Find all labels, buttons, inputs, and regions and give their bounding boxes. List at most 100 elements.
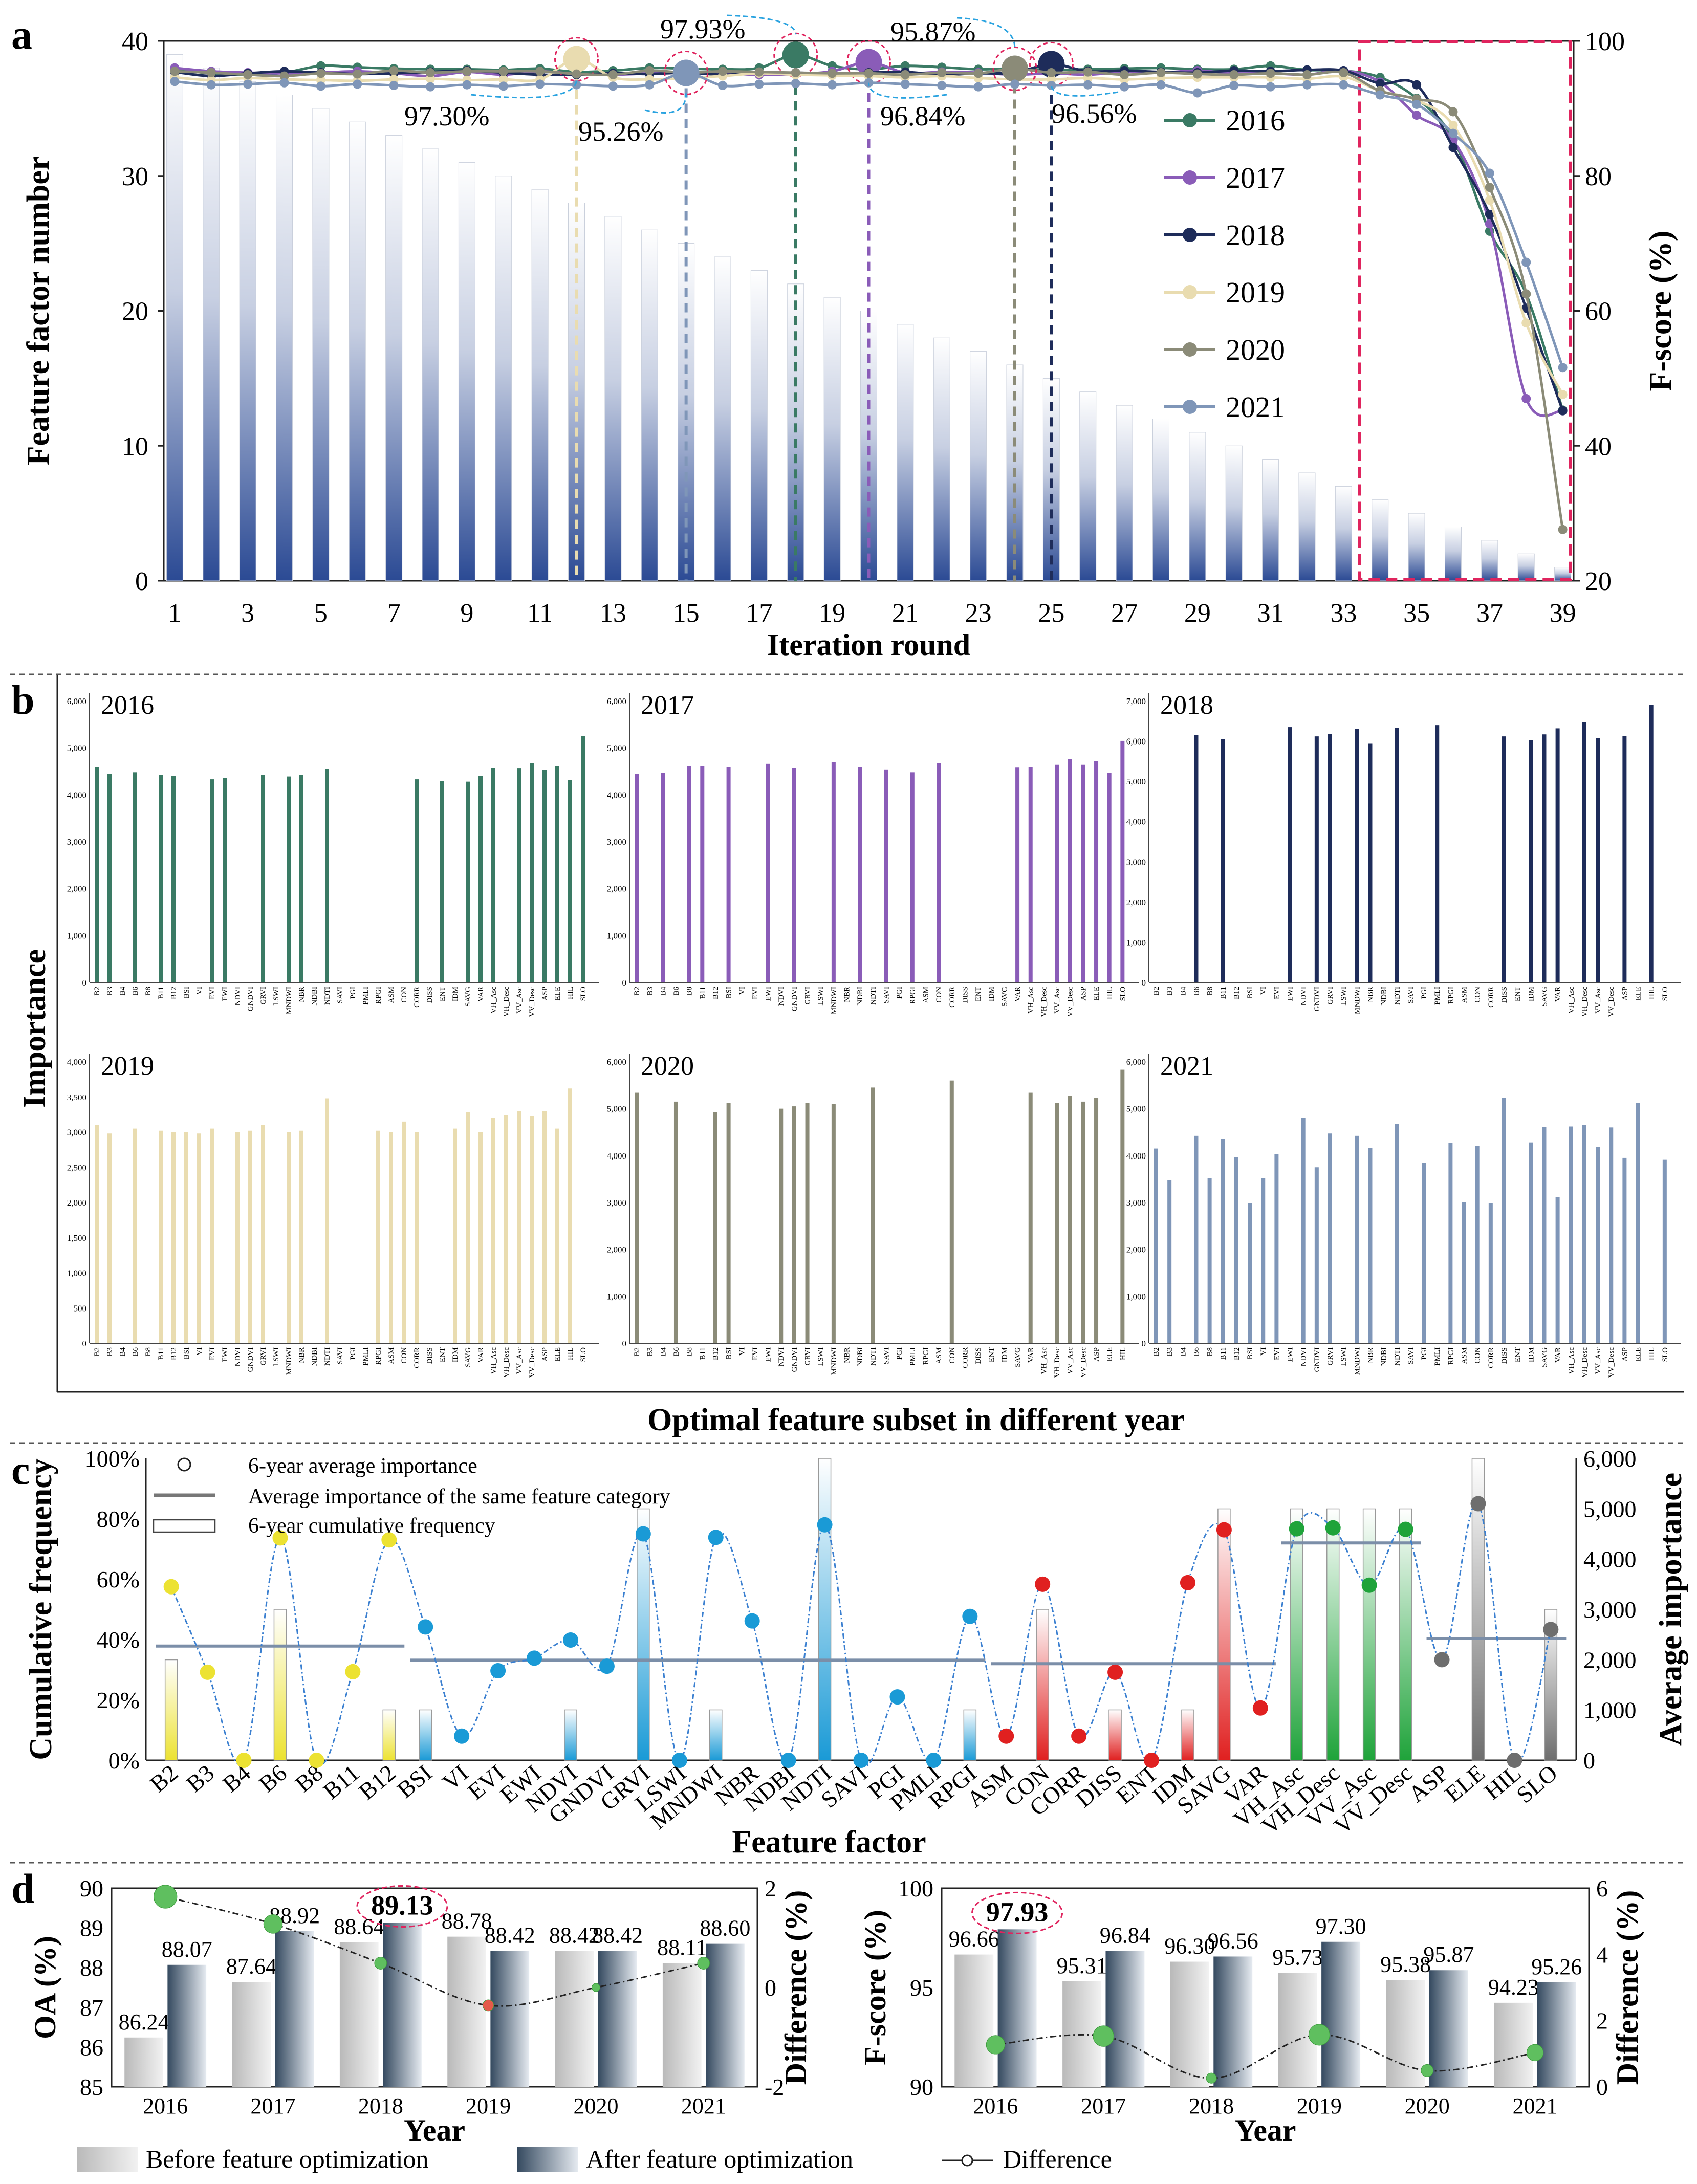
f-score-point bbox=[389, 81, 399, 91]
difference-point bbox=[1093, 2025, 1114, 2047]
average-importance-point bbox=[527, 1650, 542, 1666]
subplot-x-tick-label: PMLI bbox=[1433, 1347, 1442, 1366]
subplot-x-tick-label: B11 bbox=[699, 987, 707, 999]
difference-point bbox=[263, 1914, 283, 1934]
y2-tick-label-c: 3,000 bbox=[1583, 1597, 1637, 1623]
subplot-x-tick-label: VH_Asc bbox=[490, 1347, 498, 1374]
subplot-x-tick-label: B11 bbox=[1220, 1347, 1228, 1360]
y-tick-label-c: 80% bbox=[97, 1506, 140, 1532]
peak-label-arrow bbox=[470, 79, 578, 99]
y-tick-label-a: 0 bbox=[135, 567, 148, 596]
before-optimization-bar bbox=[555, 1951, 594, 2087]
f-score-point bbox=[1229, 70, 1239, 79]
importance-bar bbox=[1355, 729, 1359, 982]
importance-bar bbox=[325, 1098, 329, 1343]
subplot-x-tick-label: ASM bbox=[935, 1347, 943, 1364]
cumulative-frequency-bar bbox=[419, 1709, 432, 1761]
y-tick-label-c: 40% bbox=[97, 1627, 140, 1653]
subplot-x-tick-label: EWI bbox=[1287, 987, 1295, 1001]
importance-bar bbox=[1368, 743, 1373, 982]
importance-bar bbox=[1207, 1178, 1212, 1343]
peak-value-label: 96.84% bbox=[880, 101, 965, 132]
subplot-x-tick-label: SLO bbox=[579, 1347, 588, 1362]
subplot-y-tick-label: 3,000 bbox=[1126, 857, 1146, 867]
x-axis-title-c: Feature factor bbox=[732, 1825, 926, 1860]
subplot-y-tick-label: 4,000 bbox=[607, 1151, 626, 1161]
subplot-x-tick-label: LSWI bbox=[1340, 1347, 1348, 1366]
f-score-point bbox=[1412, 80, 1422, 90]
subplot-x-tick-label: GRVI bbox=[259, 987, 268, 1004]
subplot-x-tick-label: BSI bbox=[1246, 1347, 1254, 1359]
difference-point bbox=[1526, 2044, 1544, 2062]
average-importance-point bbox=[708, 1530, 724, 1545]
average-importance-point bbox=[599, 1658, 615, 1674]
after-optimization-bar bbox=[1213, 1956, 1253, 2087]
cumulative-frequency-bar bbox=[164, 1659, 178, 1761]
importance-bar bbox=[453, 1128, 457, 1343]
legend-marker-a bbox=[1183, 342, 1197, 357]
importance-bar bbox=[466, 1112, 470, 1343]
importance-bar bbox=[1194, 735, 1199, 982]
x-tick-label-a: 1 bbox=[168, 599, 181, 628]
y-axis-title-d-right: F-score (%) bbox=[858, 1910, 892, 2065]
subplot-x-tick-label: PMLI bbox=[1433, 987, 1442, 1005]
subplot-y-tick-label: 0 bbox=[622, 978, 627, 988]
y2-tick-label-a: 60 bbox=[1585, 297, 1612, 326]
legend-label-a: 2018 bbox=[1226, 219, 1285, 252]
x-tick-label-a: 11 bbox=[527, 599, 553, 628]
f-score-point bbox=[1266, 69, 1275, 78]
average-importance-point bbox=[345, 1664, 361, 1679]
bar-value-label: 88.42 bbox=[549, 1923, 600, 1948]
feature-count-bar bbox=[1481, 540, 1498, 581]
subplot-y-tick-label: 4,000 bbox=[67, 790, 86, 800]
average-importance-point bbox=[1252, 1700, 1268, 1716]
average-importance-point bbox=[780, 1753, 796, 1768]
importance-bar bbox=[635, 1092, 639, 1343]
importance-bar bbox=[466, 781, 470, 982]
average-importance-point bbox=[200, 1664, 215, 1680]
subplot-y-tick-label: 0 bbox=[622, 1339, 627, 1348]
subplot-x-tick-label: IDM bbox=[451, 987, 460, 1001]
f-score-point bbox=[791, 79, 800, 89]
importance-bar bbox=[491, 1118, 495, 1343]
subplot-x-tick-label: GRVI bbox=[259, 1347, 268, 1365]
y-axis-title-d-left: OA (%) bbox=[28, 1936, 62, 2039]
subplot-x-tick-label: SAVG bbox=[1540, 1347, 1549, 1367]
subplot-x-tick-label: GNDVI bbox=[247, 987, 255, 1011]
importance-bar bbox=[1448, 1143, 1453, 1343]
y-axis-title-b: Importance bbox=[17, 949, 52, 1108]
importance-bar bbox=[517, 768, 521, 982]
subplot-x-tick-label: B4 bbox=[1179, 987, 1187, 996]
importance-bar bbox=[376, 1130, 380, 1343]
subplot-y-tick-label: 2,500 bbox=[67, 1163, 86, 1172]
peak-value-label: 97.30% bbox=[404, 101, 489, 132]
subplot-x-tick-label: B12 bbox=[1233, 987, 1241, 999]
x-tick-label-d-left: 2019 bbox=[466, 2093, 511, 2119]
feature-count-bar bbox=[239, 81, 256, 581]
subplot-x-tick-label: EWI bbox=[221, 987, 229, 1001]
f-score-point bbox=[1192, 88, 1202, 98]
y-tick-label-d-left: 89 bbox=[80, 1915, 103, 1941]
x-tick-label-a: 21 bbox=[892, 599, 919, 628]
f-score-point bbox=[754, 67, 764, 77]
subplot-x-tick-label: B4 bbox=[659, 987, 667, 996]
f-score-point bbox=[1375, 90, 1385, 100]
cumulative-frequency-bar bbox=[273, 1609, 287, 1761]
y2-tick-label-a: 20 bbox=[1585, 567, 1612, 596]
f-score-point bbox=[206, 80, 216, 90]
importance-bar bbox=[107, 1133, 112, 1343]
average-importance-point bbox=[236, 1753, 252, 1768]
importance-bar bbox=[210, 779, 214, 982]
importance-bar bbox=[661, 773, 665, 982]
legend-marker-a bbox=[1183, 113, 1197, 127]
subplot-y-tick-label: 1,500 bbox=[67, 1233, 86, 1243]
f-score-point bbox=[828, 80, 837, 90]
importance-bar bbox=[1555, 728, 1560, 982]
importance-bar bbox=[1529, 740, 1533, 982]
subplot-y-tick-label: 1,000 bbox=[607, 1292, 626, 1301]
before-optimization-bar bbox=[1386, 1980, 1425, 2087]
legend-label-d: Difference bbox=[1003, 2145, 1112, 2173]
subplot-x-tick-label: B3 bbox=[106, 1347, 114, 1357]
cumulative-frequency-bar bbox=[382, 1709, 396, 1761]
